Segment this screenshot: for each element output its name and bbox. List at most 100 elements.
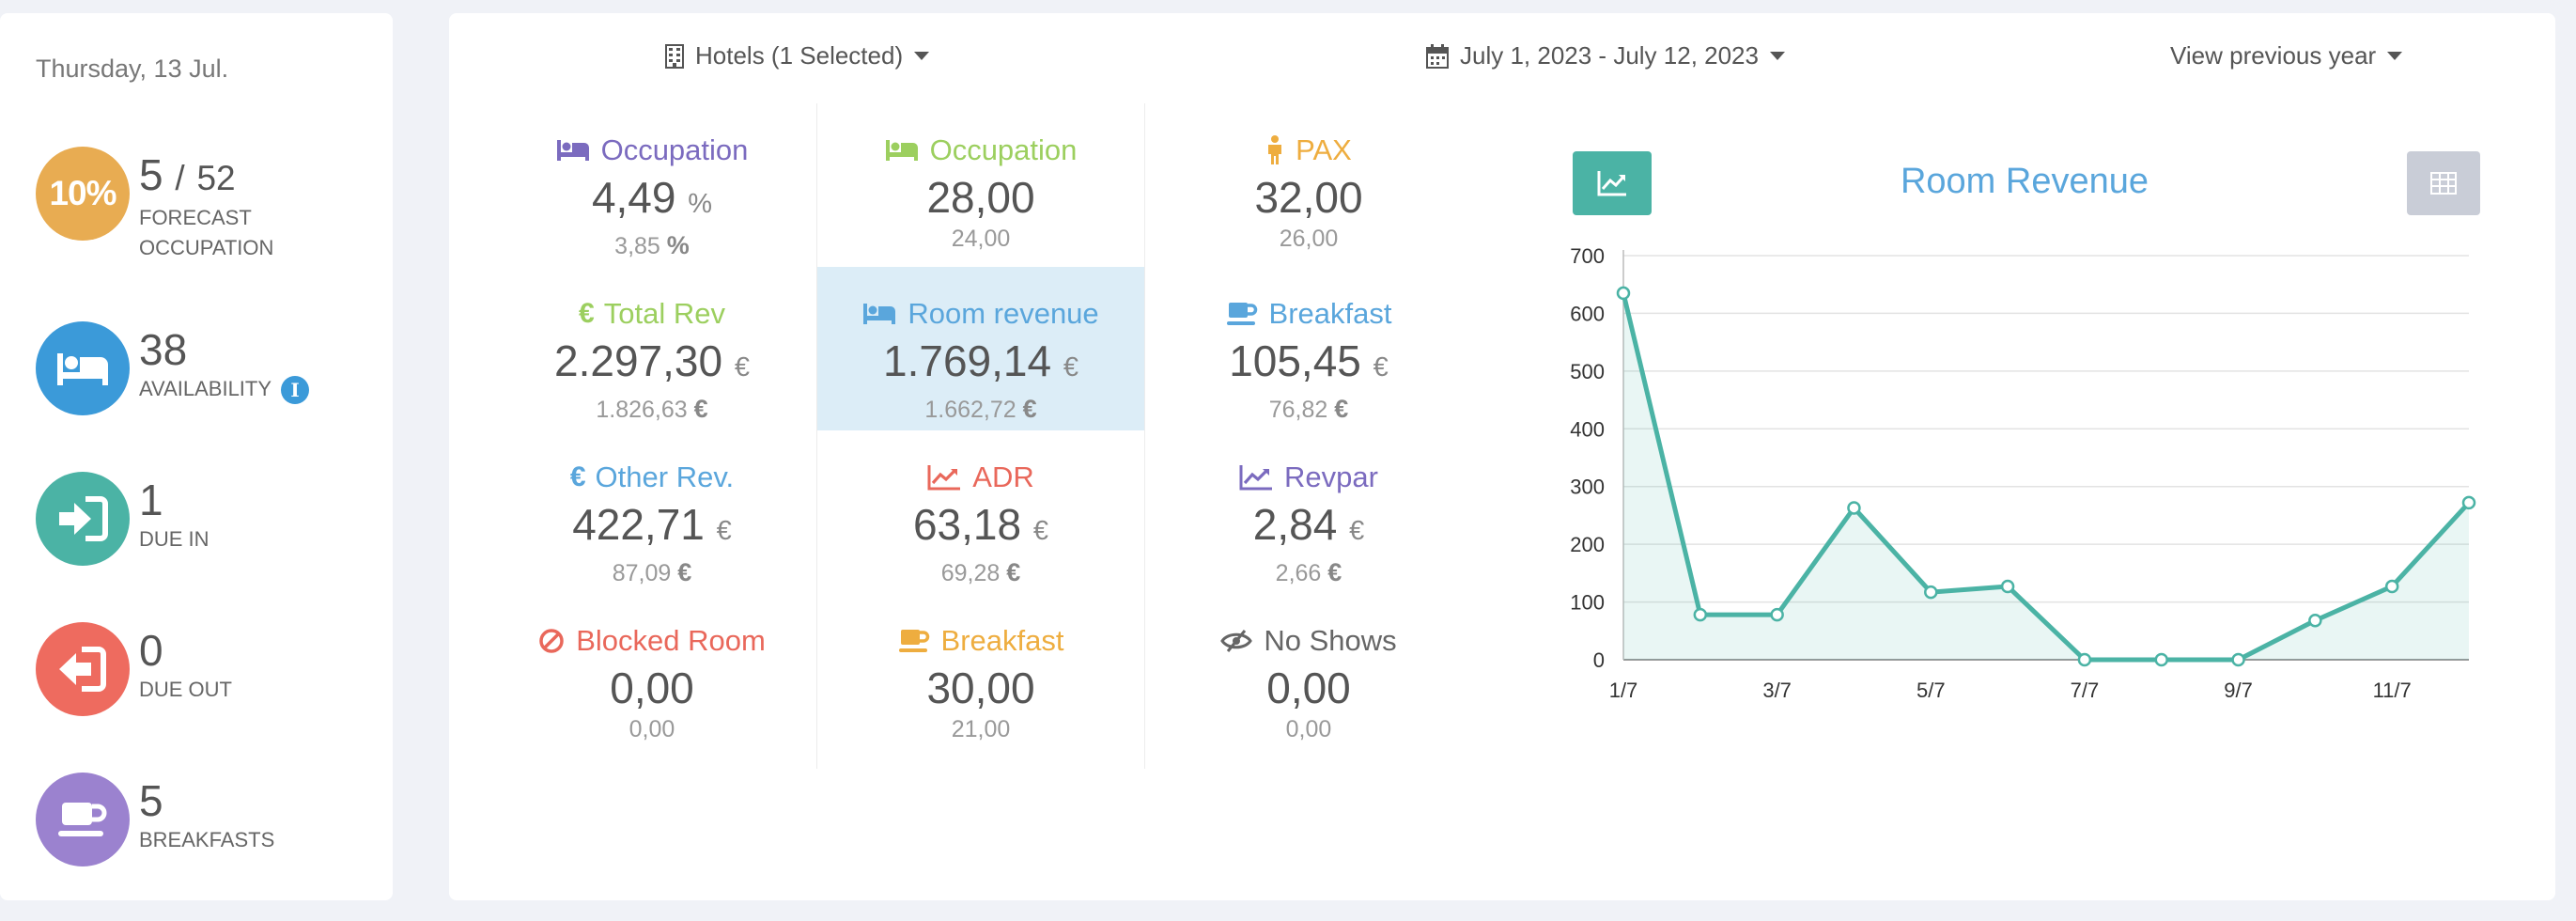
metric-title-label: No Shows [1264, 624, 1397, 657]
info-icon[interactable]: i [281, 376, 310, 405]
y-tick-label: 500 [1570, 360, 1605, 383]
metric-title: Occupation [817, 132, 1144, 169]
metric-blocked-room: Blocked Room 0,00 0,00 [489, 594, 815, 757]
metric-title: Breakfast [817, 622, 1144, 660]
data-point [2308, 613, 2322, 628]
data-point [1924, 585, 1938, 600]
area-fill [1623, 292, 2469, 660]
due-out-value: 0 [139, 626, 163, 675]
chart-view-button[interactable] [1573, 151, 1652, 215]
metric-title-label: Total Rev [603, 297, 725, 330]
metric-unit: € [734, 352, 750, 382]
metric-revpar: Revpar 2,84 €2,66 € [1145, 430, 1472, 594]
sign-out-icon [36, 622, 130, 716]
metric-title: Revpar [1145, 459, 1472, 496]
metric-previous-number: 0,00 [1285, 716, 1332, 742]
metric-unit: % [688, 189, 713, 219]
metric-value-number: 422,71 [572, 500, 705, 549]
eye-slash-icon [1220, 629, 1264, 653]
metric-previous-number: 2,66 [1275, 560, 1322, 586]
line-chart-icon [1597, 171, 1626, 196]
y-tick-label: 0 [1593, 648, 1605, 672]
table-icon [2430, 172, 2457, 195]
metric-value: 63,18 € [817, 498, 1144, 557]
metric-previous-number: 24,00 [951, 226, 1011, 252]
x-tick-label: 11/7 [2373, 679, 2412, 702]
hotels-dropdown-label: Hotels (1 Selected) [695, 41, 904, 70]
metric-value-number: 105,45 [1229, 336, 1361, 385]
availability-stat: 38 AVAILABILITY i [36, 321, 310, 415]
data-point [2077, 652, 2092, 667]
metric-title-label: Occupation [929, 133, 1078, 166]
metric-title-label: Other Rev. [595, 460, 735, 493]
metrics-grid: Occupation 4,49 % 3,85 % € Total Rev 2.297,30… [489, 103, 1475, 769]
chevron-down-icon [2387, 52, 2403, 60]
due-in-label: DUE IN [139, 527, 209, 551]
metric-previous: 2,66 € [1145, 557, 1472, 588]
metric-previous-number: 0,00 [628, 716, 675, 742]
metric-value-number: 0,00 [610, 663, 694, 712]
metric-value: 1.769,14 € [817, 335, 1144, 394]
coffee-icon [1226, 301, 1269, 327]
bed-icon [556, 138, 601, 163]
metric-occupation: Occupation 28,00 24,00 [817, 103, 1144, 267]
x-tick-label: 5/7 [1916, 679, 1946, 702]
x-tick-label: 7/7 [2071, 679, 2100, 702]
x-tick-label: 1/7 [1609, 679, 1638, 702]
metric-previous: 21,00 [817, 714, 1144, 744]
occupancy-separator: / [175, 159, 185, 197]
metrics-column-1: Occupation 4,49 % 3,85 % € Total Rev 2.297,30… [489, 103, 815, 769]
metric-previous-number: 1.662,72 [924, 397, 1016, 423]
y-tick-label: 400 [1570, 417, 1605, 441]
metric-value: 4,49 % [489, 171, 815, 230]
metric-value-number: 32,00 [1254, 173, 1363, 222]
bed-icon [885, 138, 930, 163]
euro-icon: € [569, 461, 586, 492]
y-tick-label: 300 [1570, 476, 1605, 499]
metric-previous-unit: € [1022, 395, 1037, 423]
data-point [2461, 495, 2476, 510]
availability-label: AVAILABILITY [139, 377, 272, 400]
metric-value: 105,45 € [1145, 335, 1472, 394]
hotels-dropdown[interactable]: Hotels (1 Selected) [665, 41, 930, 70]
compare-period-label: View previous year [2170, 41, 2377, 70]
metric-previous-unit: € [677, 558, 692, 586]
metric-value-number: 63,18 [912, 500, 1022, 549]
metric-title-label: Revpar [1284, 460, 1378, 493]
metrics-column-2: Occupation 28,00 24,00 Room revenue 1.769,14… [816, 103, 1145, 769]
metric-title: Room revenue [817, 295, 1144, 333]
metric-title: € Other Rev. [489, 459, 815, 496]
metric-value-number: 1.769,14 [883, 336, 1052, 385]
metric-previous: 0,00 [489, 714, 815, 744]
metric-value: 2.297,30 € [489, 335, 815, 394]
data-point [1616, 286, 1631, 301]
summary-panel: Thursday, 13 Jul. 10% 5 / 52 FORECAST OC… [0, 13, 393, 900]
forecast-occupation-stat: 10% 5 / 52 FORECAST OCCUPATION [36, 147, 273, 263]
metrics-column-3: PAX 32,00 26,00 Breakfast 105,45 €76,82 € Rev… [1145, 103, 1472, 769]
metric-value-number: 2,84 [1252, 500, 1338, 549]
coffee-icon [36, 773, 130, 866]
metric-breakfast: Breakfast 105,45 €76,82 € [1145, 267, 1472, 430]
metric-value: 2,84 € [1145, 498, 1472, 557]
occupancy-percent: 10% [49, 174, 116, 212]
metric-value: 32,00 [1145, 171, 1472, 224]
metric-title-label: Breakfast [940, 624, 1064, 657]
metric-value-number: 4,49 [591, 173, 676, 222]
due-out-stat: 0 DUE OUT [36, 622, 232, 716]
x-tick-label: 9/7 [2224, 679, 2253, 702]
due-in-stat: 1 DUE IN [36, 472, 209, 566]
room-revenue-chart: 0 100 200 300 400 500 600 700 1/7 3/7 5/7 7/7 9/7 11/… [1570, 244, 2476, 702]
metric-previous: 1.662,72 € [817, 394, 1144, 425]
metric-title: Occupation [489, 132, 815, 169]
metric-previous-number: 3,85 [614, 233, 660, 259]
metric-value-number: 28,00 [926, 173, 1035, 222]
table-view-button[interactable] [2407, 151, 2480, 215]
date-range-dropdown[interactable]: July 1, 2023 - July 12, 2023 [1426, 41, 1785, 70]
compare-period-dropdown[interactable]: View previous year [2170, 41, 2403, 70]
dashboard-panel [449, 13, 2555, 900]
forecast-label: FORECAST [139, 206, 252, 229]
due-in-value: 1 [139, 476, 163, 524]
data-point [2231, 652, 2245, 667]
data-point [2384, 579, 2399, 594]
metric-previous-number: 21,00 [951, 716, 1011, 742]
